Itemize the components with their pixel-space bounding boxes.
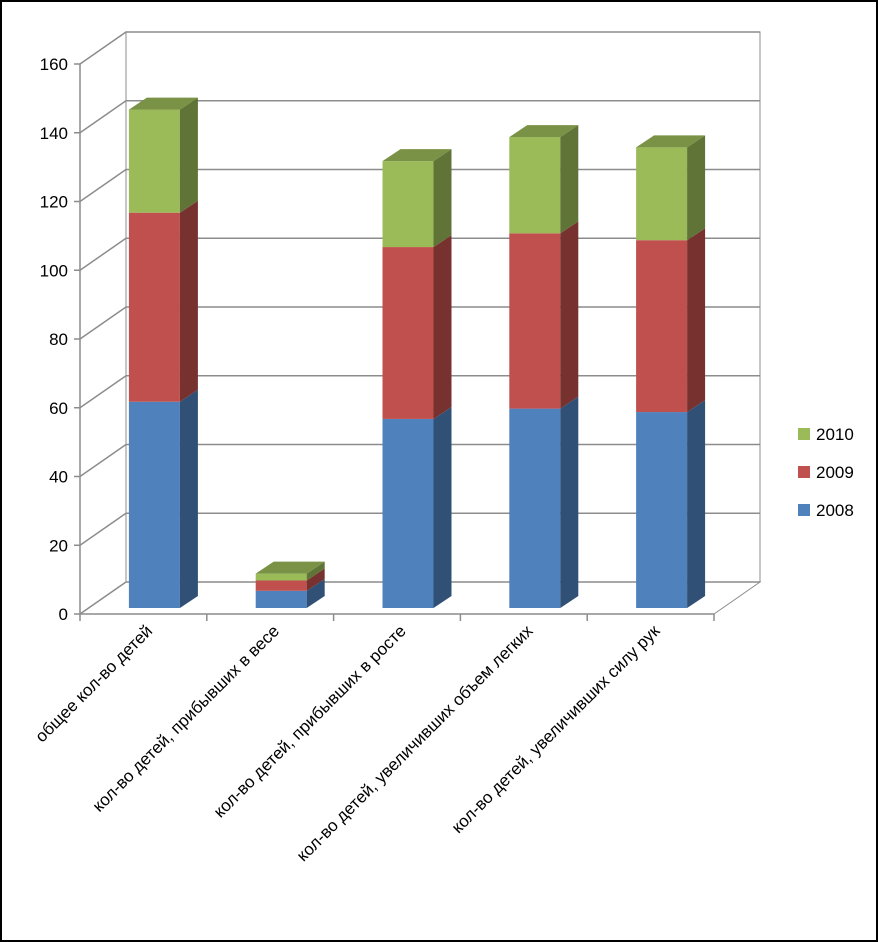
bar-2008-front (636, 412, 688, 608)
bar-2009-side (687, 228, 706, 413)
legend-label-2008: 2008 (816, 501, 854, 520)
legend-swatch-2008 (798, 504, 810, 516)
y-tick-label: 80 (49, 330, 68, 349)
bar-2008-front (128, 401, 180, 608)
y-axis-tick-labels: 0 20 40 60 80 100 120 140 160 (40, 55, 68, 624)
bar-2010-front (509, 137, 561, 234)
bar-2008-front (509, 408, 561, 608)
axes (74, 63, 715, 621)
bar-2009-front (128, 212, 180, 402)
x-category-label: кол-во детей, увеличивших силу рук (448, 621, 664, 837)
y-tick-label: 60 (49, 399, 68, 418)
y-tick-label: 120 (40, 193, 68, 212)
bar-2010-side (560, 125, 579, 234)
bar-2009-side (560, 221, 579, 409)
bar-2009-front (509, 233, 561, 409)
y-tick-label: 20 (49, 536, 68, 555)
legend-swatch-2010 (798, 428, 810, 440)
bar-2009-side (433, 235, 452, 419)
bar-2010-front (636, 147, 688, 241)
legend-swatch-2009 (798, 466, 810, 478)
bar-2008-side (306, 578, 325, 608)
y-tick-label: 100 (40, 261, 68, 280)
y-tick-label: 0 (59, 605, 68, 624)
bar-2010-top (382, 149, 452, 162)
y-tick-label: 40 (49, 468, 68, 487)
bar-2008-side (560, 396, 579, 608)
bar-2008-side (687, 400, 706, 608)
bar-2010-side (306, 561, 325, 581)
y-tick-label: 160 (40, 55, 68, 74)
bar-2009-front (636, 240, 688, 413)
bar-2008-side (179, 389, 198, 608)
bar-2008-front (382, 418, 434, 608)
bar-2009-front (255, 580, 307, 591)
bar-2010-side (179, 97, 198, 213)
bar-2010-top (255, 561, 325, 574)
bar-2010-side (687, 135, 706, 241)
bar-2008-front (255, 590, 307, 608)
bar-2009-side (306, 568, 325, 591)
bar-2010-top (509, 125, 579, 138)
bar-2009-side (179, 200, 198, 402)
legend: 2010 2009 2008 (798, 425, 854, 520)
bar-2008-side (433, 406, 452, 608)
legend-label-2009: 2009 (816, 463, 854, 482)
bar-2010-front (128, 109, 180, 213)
bar-2010-top (128, 97, 198, 110)
legend-label-2010: 2010 (816, 425, 854, 444)
bar-2010-top (636, 135, 706, 148)
bars (128, 97, 706, 608)
gridline (79, 31, 760, 65)
bar-2009-front (382, 247, 434, 419)
bar-2010-front (382, 161, 434, 248)
bar-2010-front (255, 573, 307, 581)
bar-2010-side (433, 149, 452, 248)
gridline (79, 100, 760, 134)
x-category-label: кол-во детей, увеличивших объем легких (293, 621, 537, 865)
x-category-label: общее кол-во детей (32, 621, 157, 746)
y-tick-label: 140 (40, 124, 68, 143)
